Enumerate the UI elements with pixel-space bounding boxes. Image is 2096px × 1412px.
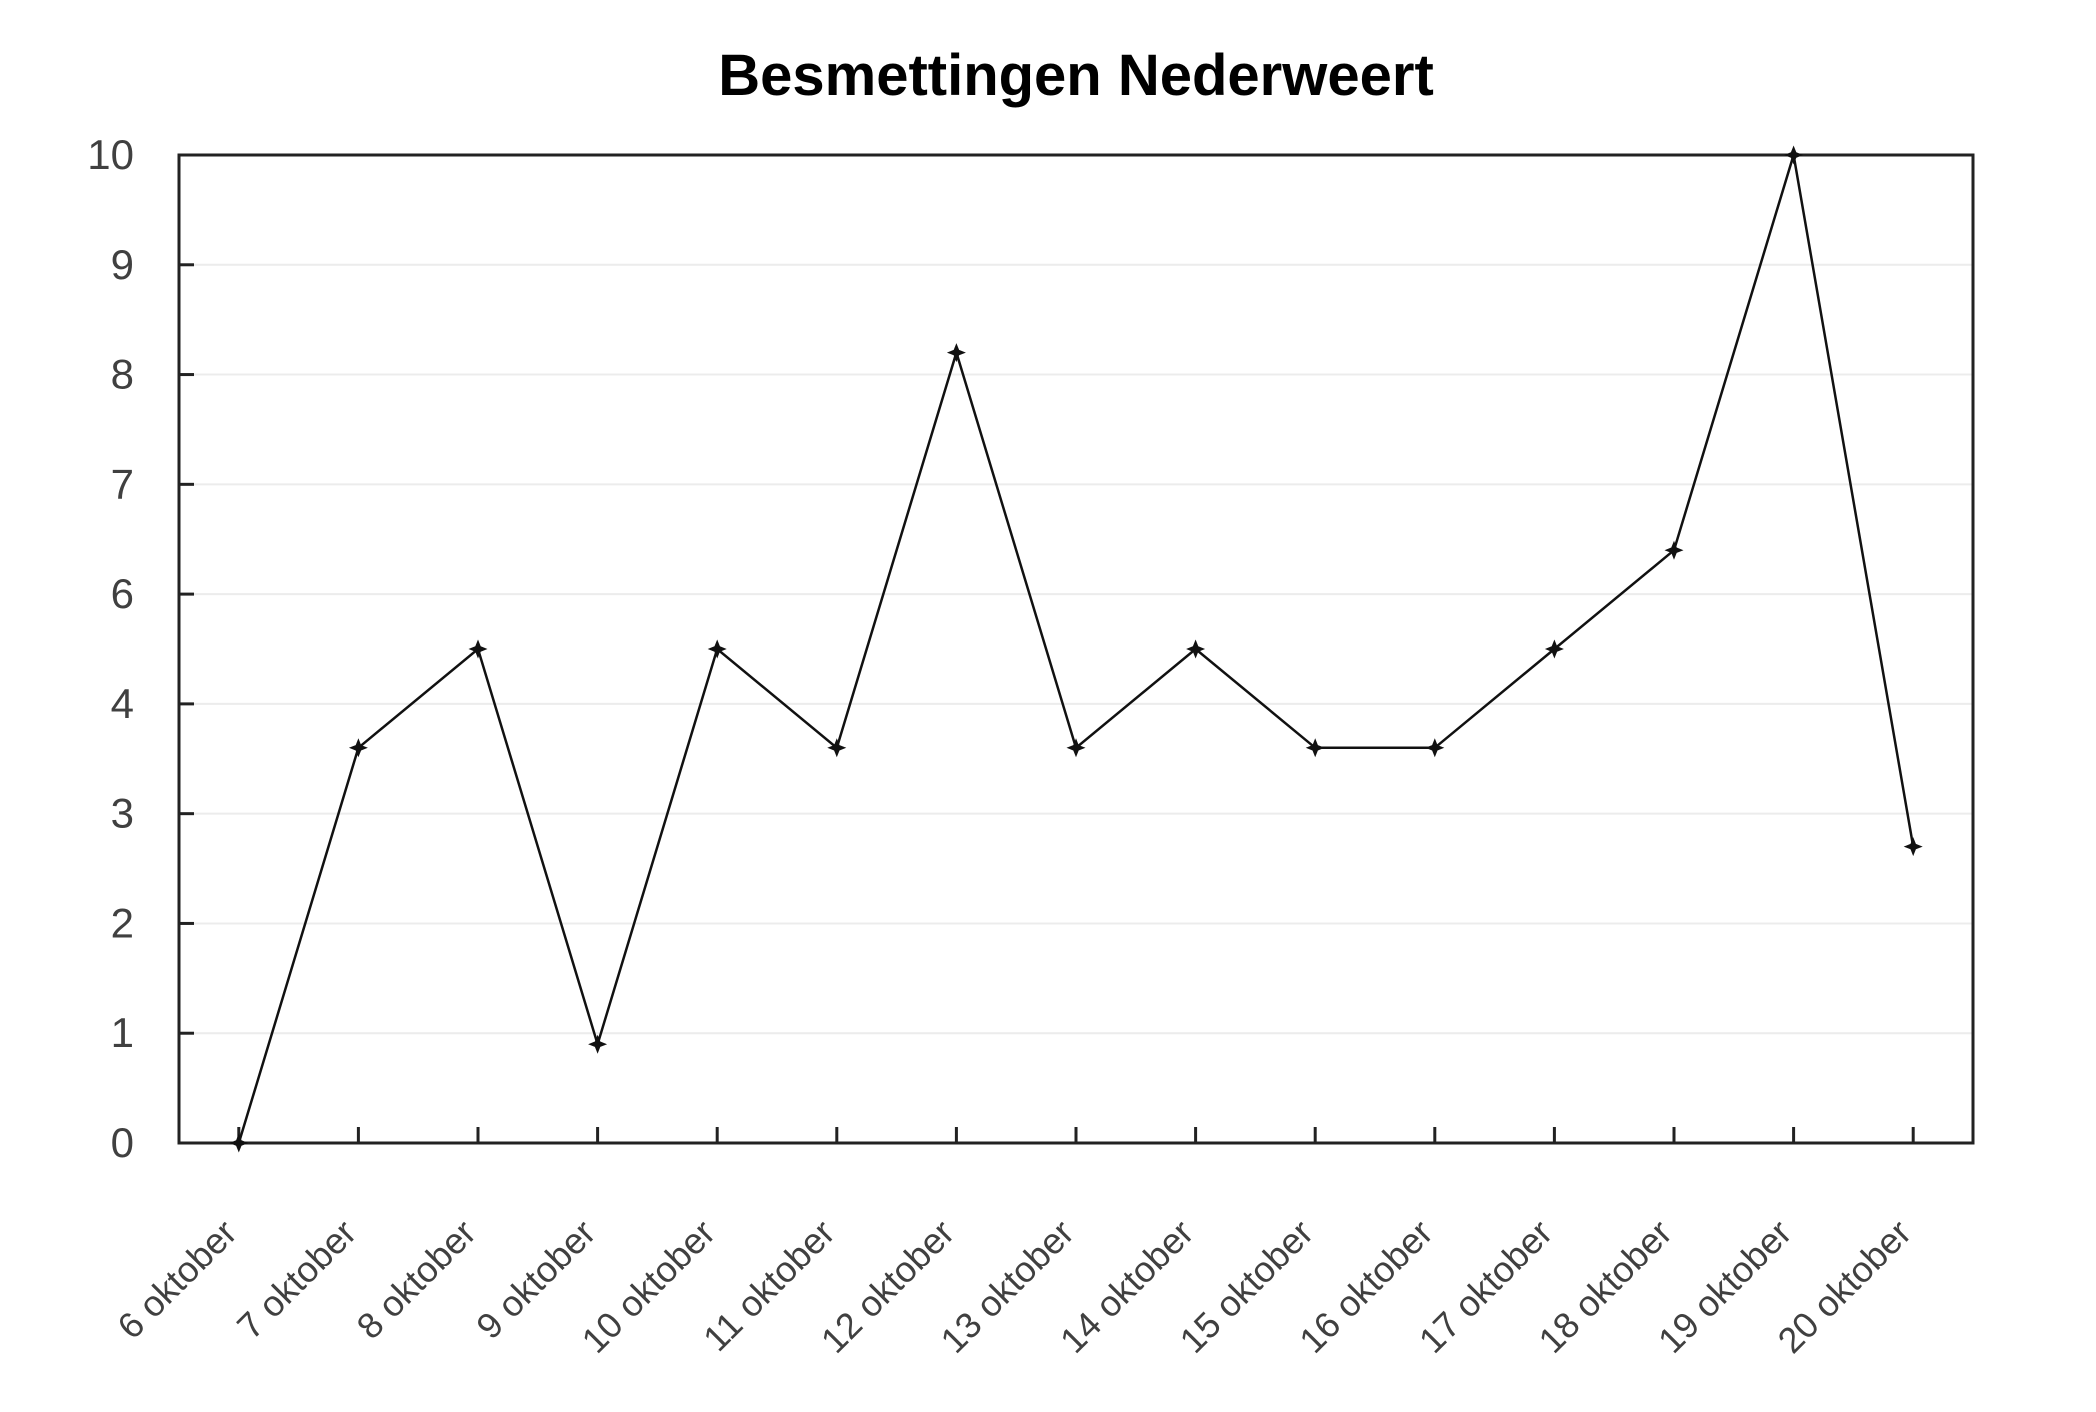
y-tick-label: 1 xyxy=(111,1009,134,1056)
data-point xyxy=(827,738,847,758)
y-tick-label: 3 xyxy=(111,790,134,837)
data-point xyxy=(1784,145,1804,165)
data-point xyxy=(588,1034,608,1054)
y-tick-label: 8 xyxy=(111,351,134,398)
data-point xyxy=(1903,837,1923,857)
data-point xyxy=(468,639,488,659)
y-tick-label: 0 xyxy=(111,1119,134,1166)
y-tick-label: 10 xyxy=(87,131,134,178)
y-tick-label: 7 xyxy=(111,460,134,507)
data-point xyxy=(229,1133,249,1153)
y-tick-label: 6 xyxy=(111,570,134,617)
data-point xyxy=(1664,540,1684,560)
chart-title: Besmettingen Nederweert xyxy=(718,43,1434,108)
data-point xyxy=(707,639,727,659)
x-tick-label: 7 oktober xyxy=(229,1212,364,1347)
data-point xyxy=(1425,738,1445,758)
data-point xyxy=(1544,639,1564,659)
x-tick-label: 8 oktober xyxy=(349,1212,484,1347)
y-tick-label: 2 xyxy=(111,899,134,946)
line-series xyxy=(237,154,1915,1144)
x-tick-label: 6 oktober xyxy=(109,1212,244,1347)
data-point xyxy=(1186,639,1206,659)
data-point xyxy=(946,343,966,363)
data-point xyxy=(1066,738,1086,758)
plot-border xyxy=(177,153,1975,1145)
y-tick-label: 4 xyxy=(111,680,134,727)
y-tick-label: 9 xyxy=(111,241,134,288)
data-point xyxy=(348,738,368,758)
data-point xyxy=(1305,738,1325,758)
